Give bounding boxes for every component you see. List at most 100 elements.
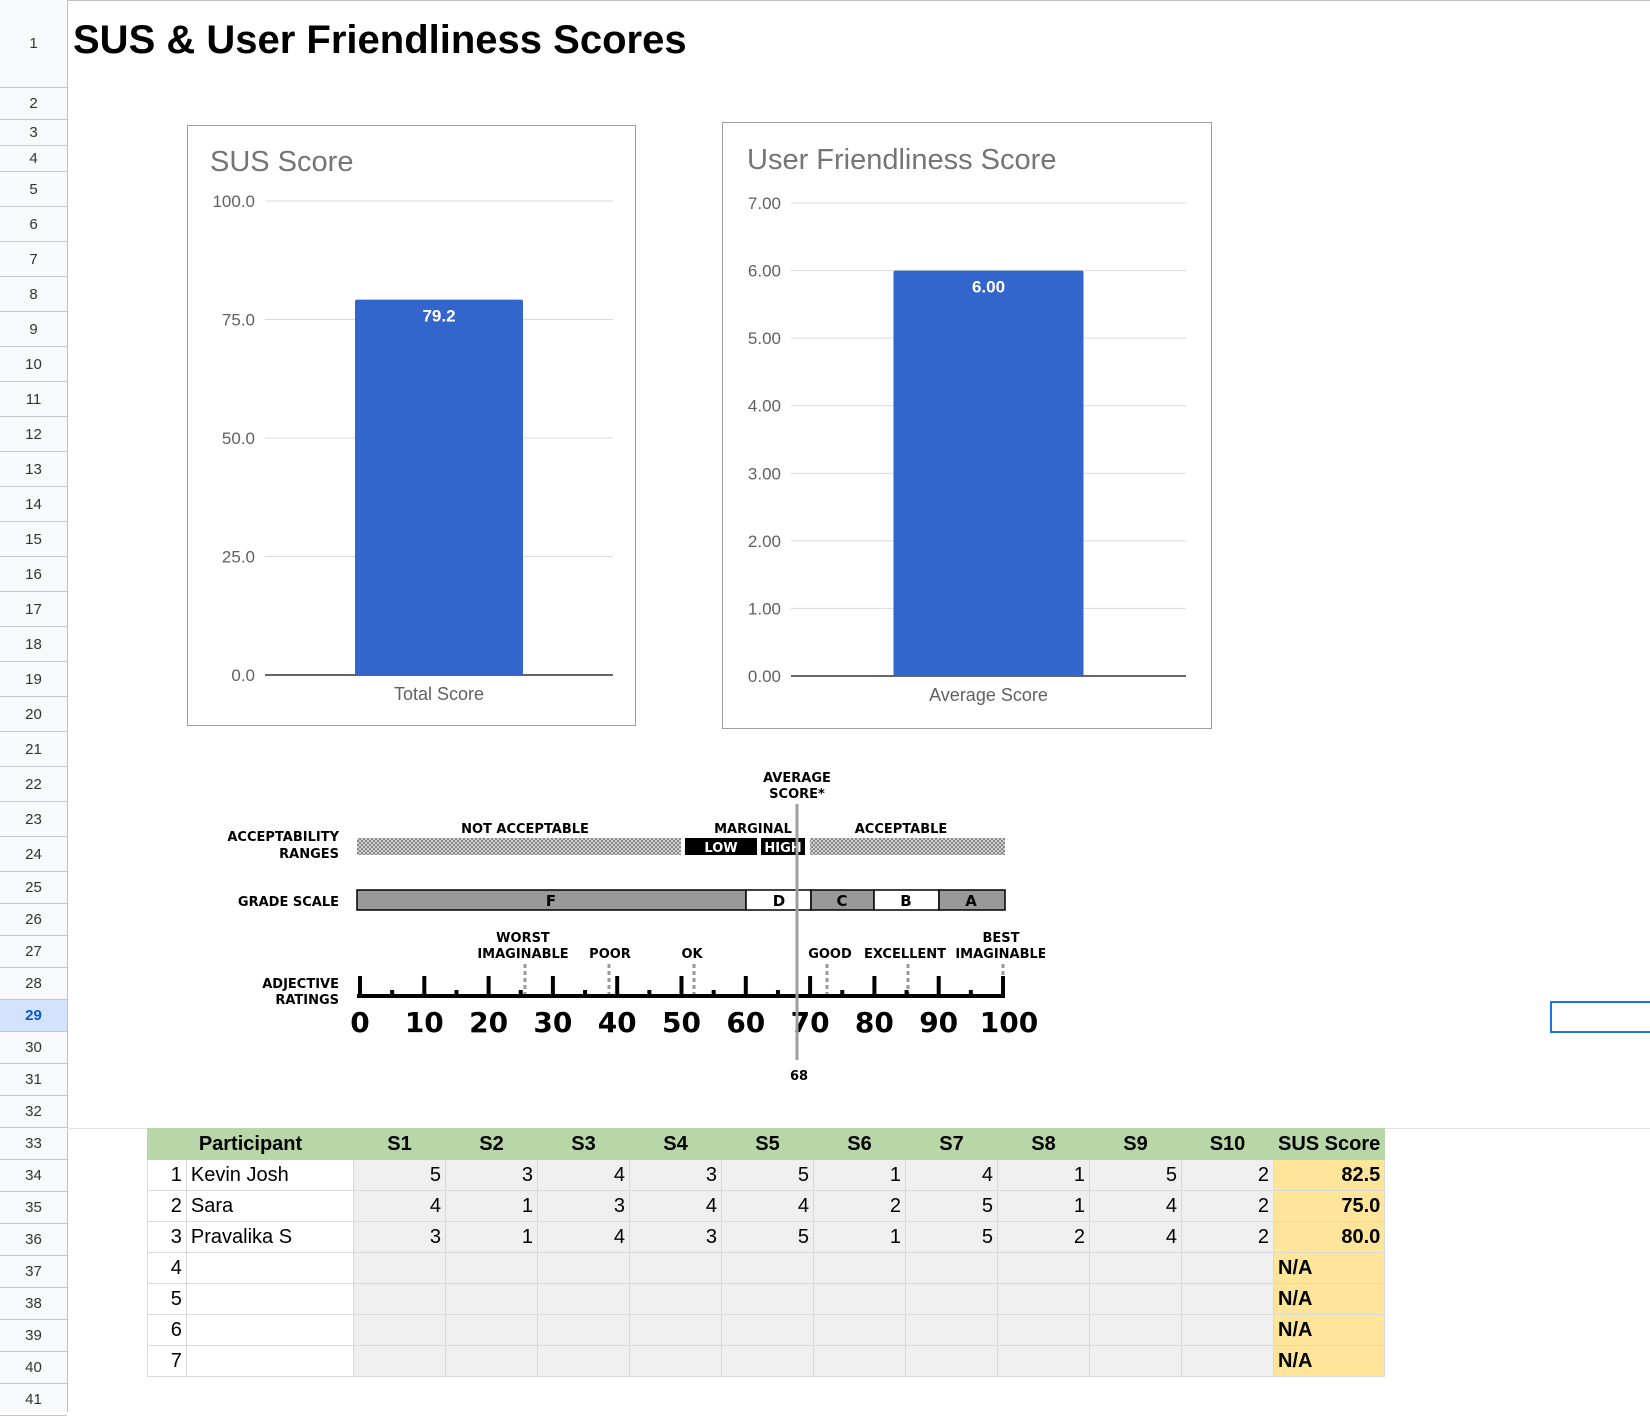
col-header-s6[interactable]: S6 <box>813 1128 906 1160</box>
response-cell-s1[interactable]: 5 <box>353 1159 446 1191</box>
row-number[interactable]: 14 <box>0 487 67 522</box>
selected-cell[interactable] <box>1550 1001 1650 1033</box>
participant-index[interactable]: 4 <box>147 1252 187 1284</box>
user-friendliness-chart[interactable]: User Friendliness Score 0.00 1.00 2.00 3.00… <box>722 122 1212 729</box>
response-cell-s7[interactable] <box>905 1252 998 1284</box>
response-cell-s9[interactable]: 4 <box>1089 1190 1182 1222</box>
response-cell-s1[interactable] <box>353 1252 446 1284</box>
col-header-sus-score[interactable]: SUS Score <box>1272 1128 1386 1160</box>
response-cell-s7[interactable]: 5 <box>905 1221 998 1253</box>
response-cell-s7[interactable] <box>905 1345 998 1377</box>
row-number[interactable]: 41 <box>0 1384 67 1416</box>
sus-score-cell[interactable]: N/A <box>1272 1345 1386 1377</box>
response-cell-s4[interactable]: 3 <box>629 1159 722 1191</box>
col-header-s9[interactable]: S9 <box>1089 1128 1182 1160</box>
participant-name[interactable] <box>185 1345 355 1377</box>
row-number[interactable]: 39 <box>0 1320 67 1352</box>
row-number[interactable]: 3 <box>0 120 67 146</box>
participant-index[interactable]: 1 <box>147 1159 187 1191</box>
row-number[interactable]: 2 <box>0 88 67 120</box>
response-cell-s6[interactable]: 1 <box>813 1221 906 1253</box>
row-number[interactable]: 22 <box>0 767 67 802</box>
response-cell-s5[interactable]: 5 <box>721 1159 814 1191</box>
response-cell-s1[interactable] <box>353 1283 446 1315</box>
participant-index[interactable]: 5 <box>147 1283 187 1315</box>
row-number[interactable]: 38 <box>0 1288 67 1320</box>
participant-name[interactable] <box>185 1314 355 1346</box>
response-cell-s8[interactable]: 1 <box>997 1190 1090 1222</box>
participant-name[interactable] <box>185 1283 355 1315</box>
response-cell-s4[interactable] <box>629 1252 722 1284</box>
sus-score-cell[interactable]: N/A <box>1272 1283 1386 1315</box>
col-header-s2[interactable]: S2 <box>445 1128 538 1160</box>
response-cell-s10[interactable] <box>1181 1283 1274 1315</box>
response-cell-s7[interactable] <box>905 1283 998 1315</box>
row-number[interactable]: 12 <box>0 417 67 452</box>
col-header-s10[interactable]: S10 <box>1181 1128 1274 1160</box>
response-cell-s5[interactable] <box>721 1345 814 1377</box>
sus-score-chart[interactable]: SUS Score 0.0 25.0 50.0 75.0 100.0 79.2 Total … <box>187 125 636 726</box>
row-number[interactable]: 1 <box>0 0 67 88</box>
participant-index[interactable]: 2 <box>147 1190 187 1222</box>
response-cell-s5[interactable] <box>721 1283 814 1315</box>
response-cell-s4[interactable]: 3 <box>629 1221 722 1253</box>
response-cell-s5[interactable] <box>721 1314 814 1346</box>
row-number[interactable]: 18 <box>0 627 67 662</box>
response-cell-s6[interactable] <box>813 1314 906 1346</box>
response-cell-s6[interactable] <box>813 1345 906 1377</box>
response-cell-s10[interactable]: 2 <box>1181 1190 1274 1222</box>
response-cell-s3[interactable] <box>537 1283 630 1315</box>
sus-score-cell[interactable]: 75.0 <box>1272 1190 1386 1222</box>
sus-score-cell[interactable]: 82.5 <box>1272 1159 1386 1191</box>
participant-index[interactable]: 6 <box>147 1314 187 1346</box>
row-number[interactable]: 13 <box>0 452 67 487</box>
col-header-participant[interactable]: Participant <box>147 1128 354 1160</box>
row-number[interactable]: 33 <box>0 1128 67 1160</box>
response-cell-s1[interactable] <box>353 1345 446 1377</box>
response-cell-s7[interactable] <box>905 1314 998 1346</box>
response-cell-s4[interactable]: 4 <box>629 1190 722 1222</box>
response-cell-s10[interactable]: 2 <box>1181 1221 1274 1253</box>
response-cell-s6[interactable] <box>813 1252 906 1284</box>
col-header-s3[interactable]: S3 <box>537 1128 630 1160</box>
response-cell-s3[interactable] <box>537 1345 630 1377</box>
participant-index[interactable]: 3 <box>147 1221 187 1253</box>
row-number[interactable]: 15 <box>0 522 67 557</box>
participant-index[interactable]: 7 <box>147 1345 187 1377</box>
response-cell-s2[interactable]: 3 <box>445 1159 538 1191</box>
row-number[interactable]: 35 <box>0 1192 67 1224</box>
row-number[interactable]: 17 <box>0 592 67 627</box>
row-number[interactable]: 6 <box>0 207 67 242</box>
response-cell-s3[interactable]: 3 <box>537 1190 630 1222</box>
response-cell-s6[interactable]: 2 <box>813 1190 906 1222</box>
response-cell-s8[interactable] <box>997 1345 1090 1377</box>
sus-score-cell[interactable]: N/A <box>1272 1314 1386 1346</box>
participant-name[interactable]: Pravalika S <box>185 1221 355 1253</box>
row-number[interactable]: 28 <box>0 968 67 1000</box>
response-cell-s10[interactable] <box>1181 1314 1274 1346</box>
row-number[interactable]: 4 <box>0 146 67 172</box>
row-number[interactable]: 11 <box>0 382 67 417</box>
response-cell-s9[interactable] <box>1089 1314 1182 1346</box>
col-header-s1[interactable]: S1 <box>353 1128 446 1160</box>
response-cell-s5[interactable] <box>721 1252 814 1284</box>
response-cell-s1[interactable]: 4 <box>353 1190 446 1222</box>
response-cell-s10[interactable] <box>1181 1345 1274 1377</box>
col-header-s4[interactable]: S4 <box>629 1128 722 1160</box>
row-number[interactable]: 31 <box>0 1064 67 1096</box>
response-cell-s3[interactable]: 4 <box>537 1221 630 1253</box>
response-cell-s3[interactable]: 4 <box>537 1159 630 1191</box>
response-cell-s7[interactable]: 4 <box>905 1159 998 1191</box>
response-cell-s9[interactable] <box>1089 1283 1182 1315</box>
row-number[interactable]: 16 <box>0 557 67 592</box>
row-number[interactable]: 25 <box>0 872 67 904</box>
row-number[interactable]: 23 <box>0 802 67 837</box>
row-number[interactable]: 19 <box>0 662 67 697</box>
response-cell-s9[interactable]: 5 <box>1089 1159 1182 1191</box>
response-cell-s6[interactable]: 1 <box>813 1159 906 1191</box>
row-number[interactable]: 30 <box>0 1032 67 1064</box>
row-number[interactable]: 37 <box>0 1256 67 1288</box>
response-cell-s5[interactable]: 4 <box>721 1190 814 1222</box>
response-cell-s2[interactable] <box>445 1314 538 1346</box>
response-cell-s4[interactable] <box>629 1283 722 1315</box>
